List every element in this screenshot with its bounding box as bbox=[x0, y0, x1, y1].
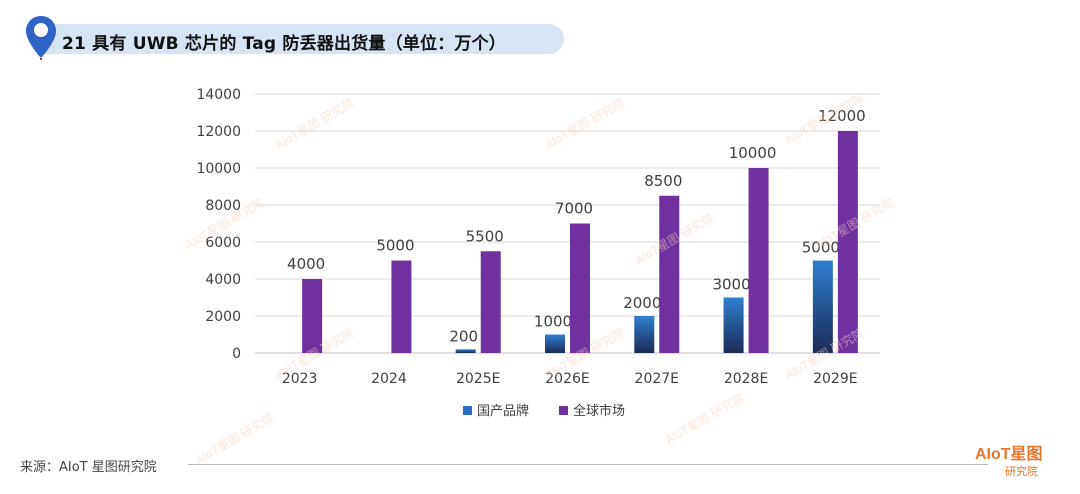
location-pin-icon bbox=[26, 16, 56, 60]
bar-domestic bbox=[723, 297, 744, 353]
data-label-global: 8500 bbox=[644, 172, 682, 190]
y-tick-label: 4000 bbox=[205, 272, 241, 288]
data-label-global: 5000 bbox=[376, 237, 414, 255]
data-label-global: 7000 bbox=[555, 200, 593, 218]
brand-logo-text: AIoT星图 bbox=[975, 446, 1043, 463]
brand-logo: AIoT星图 研究院 bbox=[975, 438, 1075, 488]
data-label-global: 4000 bbox=[287, 255, 325, 273]
y-tick-label: 6000 bbox=[205, 235, 241, 251]
footer: 来源：AIoT 星图研究院 bbox=[20, 456, 988, 475]
data-label-domestic: 2000 bbox=[623, 294, 661, 312]
footer-divider bbox=[188, 464, 988, 465]
source-text: 来源：AIoT 星图研究院 bbox=[20, 460, 157, 475]
data-label-global: 12000 bbox=[818, 107, 866, 125]
brand-logo-subtext: 研究院 bbox=[1005, 465, 1038, 478]
bar-chart: 0 2000 4000 6000 8000 10000 12000 14000 4000 500… bbox=[196, 87, 880, 419]
bar-global bbox=[659, 195, 680, 353]
legend-label: 全球市场 bbox=[573, 403, 625, 419]
bar-global bbox=[480, 251, 501, 353]
data-label-domestic: 3000 bbox=[712, 276, 750, 294]
bar-global bbox=[748, 168, 769, 353]
legend-swatch bbox=[559, 406, 568, 415]
bar-global bbox=[391, 260, 412, 353]
x-tick-label: 2024 bbox=[371, 371, 407, 387]
chart-header: 21 具有 UWB 芯片的 Tag 防丢器出货量（单位：万个） bbox=[14, 14, 564, 60]
y-tick-label: 2000 bbox=[205, 309, 241, 325]
y-tick-label: 12000 bbox=[196, 124, 241, 140]
y-tick-label: 14000 bbox=[196, 87, 241, 103]
bar-global bbox=[302, 279, 323, 353]
data-label-domestic: 200 bbox=[449, 327, 478, 345]
data-label-domestic: 1000 bbox=[534, 313, 572, 331]
bar-domestic bbox=[545, 334, 565, 353]
y-tick-label: 10000 bbox=[196, 161, 241, 177]
x-tick-label: 2028E bbox=[724, 371, 768, 387]
legend-swatch bbox=[463, 406, 472, 415]
data-label-global: 5500 bbox=[466, 227, 504, 245]
bar-domestic bbox=[455, 349, 476, 353]
chart-title: 21 具有 UWB 芯片的 Tag 防丢器出货量（单位：万个） bbox=[62, 34, 507, 54]
y-tick-label: 8000 bbox=[205, 198, 241, 214]
bar-domestic bbox=[634, 316, 655, 353]
bar-global bbox=[837, 131, 858, 353]
data-label-domestic: 5000 bbox=[802, 239, 840, 257]
gridlines bbox=[255, 93, 880, 354]
bar-global bbox=[570, 223, 590, 353]
x-tick-label: 2027E bbox=[635, 371, 679, 387]
x-axis-ticks: 2023 2024 2025E 2026E 2027E 2028E 2029E bbox=[282, 371, 858, 387]
legend-label: 国产品牌 bbox=[477, 403, 529, 419]
data-label-global: 10000 bbox=[729, 144, 777, 162]
x-tick-label: 2029E bbox=[813, 371, 857, 387]
title-bar bbox=[42, 24, 564, 54]
y-tick-label: 0 bbox=[232, 346, 241, 362]
legend: 国产品牌 全球市场 bbox=[463, 403, 625, 419]
y-axis-ticks: 0 2000 4000 6000 8000 10000 12000 14000 bbox=[196, 87, 241, 362]
x-tick-label: 2023 bbox=[282, 371, 318, 387]
x-tick-label: 2026E bbox=[545, 371, 589, 387]
bar-domestic bbox=[812, 260, 833, 353]
x-tick-label: 2025E bbox=[456, 371, 500, 387]
bars: 4000 5000 200 5500 1000 7000 2000 8500 3000 10000… bbox=[287, 107, 866, 353]
